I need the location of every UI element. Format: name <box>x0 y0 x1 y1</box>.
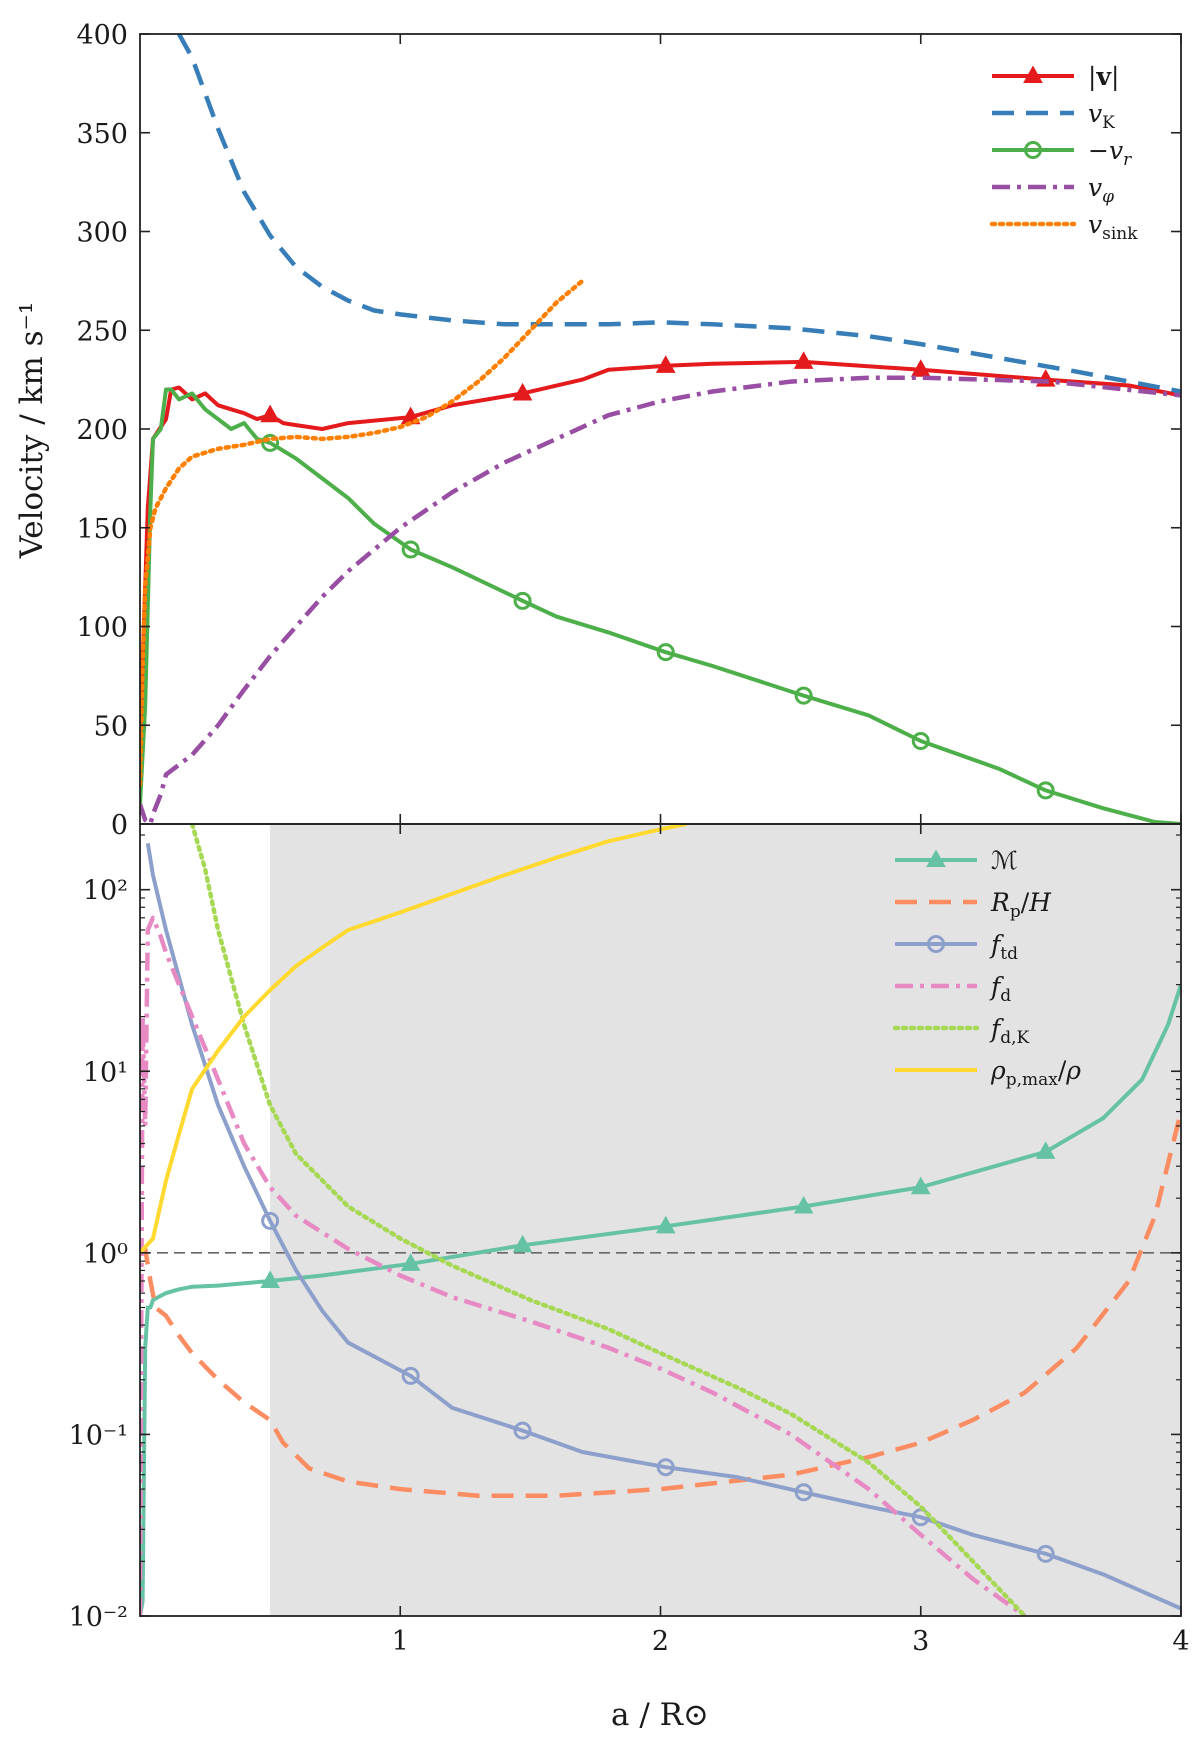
top-legend-vr-label: −vr​ <box>1088 136 1132 170</box>
top-y-tick-label: 150 <box>76 514 128 545</box>
bottom-legend-ftd-label: ftd​ <box>989 930 1018 964</box>
top-y-tick-label: 300 <box>76 218 128 249</box>
bottom-legend-fd-label: fd​ <box>989 972 1011 1006</box>
bottom-y-tick-label: 10⁰ <box>83 1239 128 1270</box>
top-y-tick-label: 250 <box>76 316 128 347</box>
bottom-y-tick-label: 10² <box>83 876 128 907</box>
bottom-legend-ftd-marker <box>927 935 945 953</box>
top-vr-marker <box>794 686 813 705</box>
bottom-series-marker <box>793 1195 814 1214</box>
bottom-y-tick-label: 10¹ <box>83 1057 128 1088</box>
bottom-x-tick-label: 1 <box>392 1626 409 1657</box>
top-v-marker <box>260 404 280 423</box>
bottom-x-tick-label: 2 <box>652 1626 669 1657</box>
top-legend-v-label: |v| <box>1088 62 1119 92</box>
top-y-tick-label: 50 <box>94 711 128 742</box>
bottom-ftd-marker <box>261 1211 280 1230</box>
bottom-ftd-marker <box>794 1483 813 1502</box>
x-axis-label: a / R⊙ <box>611 1697 709 1733</box>
top-vr-marker <box>911 732 930 751</box>
top-v-marker <box>512 382 533 401</box>
top-y-tick-label: 350 <box>76 119 128 150</box>
bottom-legend-series-label: ℳ <box>991 846 1018 875</box>
bottom-legend-fd-k-label: fd,K​ <box>989 1014 1030 1048</box>
bottom-ftd-marker <box>513 1421 532 1440</box>
bottom-ftd-marker <box>656 1458 675 1477</box>
top-vr-marker <box>1036 781 1055 800</box>
top-vr-marker <box>261 433 280 452</box>
bottom-series-marker <box>1035 1141 1056 1159</box>
top-vr-line <box>140 387 1181 824</box>
top-v-marker <box>655 355 676 373</box>
bottom-series-marker <box>910 1176 931 1195</box>
top-vr-marker <box>656 643 675 662</box>
bottom-legend-rp-h-label: Rp​/H <box>990 888 1052 922</box>
bottom-panel-ticks: 10⁻² 10⁻¹ 10⁰ 10¹ 10² 1 2 3 4 <box>69 824 1190 1657</box>
top-legend-vk-label: vK​ <box>1088 99 1115 133</box>
top-vsink-line <box>140 278 585 787</box>
top-legend-v-label: vφ​ <box>1088 173 1114 207</box>
top-legend-v-marker <box>1023 65 1043 84</box>
top-panel-ticks: 0 50 100 150 200 250 300 350 400 <box>76 20 1182 841</box>
bottom-panel-series <box>140 824 1181 1616</box>
y-axis-label: Velocity / km s⁻¹ <box>14 302 50 560</box>
bottom-series-marker <box>512 1234 533 1253</box>
bottom-series-marker <box>655 1215 676 1234</box>
bottom-ftd-marker <box>401 1366 420 1385</box>
top-y-tick-label: 400 <box>76 20 128 51</box>
bottom-series-marker <box>260 1270 280 1289</box>
top-vr-marker <box>513 591 532 610</box>
top-v-line <box>140 359 1181 775</box>
shaded-region <box>270 824 1181 1616</box>
bottom-y-tick-label: 10⁻¹ <box>69 1420 128 1451</box>
bottom-x-tick-label: 3 <box>912 1626 929 1657</box>
bottom-x-tick-label: 4 <box>1172 1626 1189 1657</box>
top-panel-series <box>140 34 1181 824</box>
bottom-fd-line <box>140 915 1027 1616</box>
top-v-marker <box>910 359 931 377</box>
bottom-legend-series-marker <box>926 849 946 868</box>
bottom-y-tick-label: 10⁻² <box>69 1602 128 1633</box>
bottom-legend-p-max-label: ρp,max​/ρ <box>990 1056 1081 1090</box>
bottom-series-marker <box>400 1253 421 1271</box>
top-legend-vsink-label: vsink​ <box>1088 210 1138 244</box>
top-y-tick-label: 0 <box>111 810 128 841</box>
top-v-line <box>140 375 1181 824</box>
bottom-series-line <box>140 983 1181 1616</box>
top-legend: |v| vK​ −vr​ vφ​ vsink​ <box>989 62 1138 244</box>
top-legend-vr-marker <box>1024 141 1042 159</box>
bottom-rp-h-line <box>140 1110 1181 1498</box>
top-y-tick-label: 100 <box>76 613 128 644</box>
bottom-legend: ℳ Rp​/H ftd​ fd​ fd,K​ ρp,max​/ρ <box>892 846 1081 1090</box>
top-vk-line <box>177 34 1181 394</box>
top-vr-marker <box>401 540 420 559</box>
bottom-p-max-line <box>140 824 687 1255</box>
bottom-ftd-marker <box>1036 1544 1055 1563</box>
top-y-tick-label: 200 <box>76 415 128 446</box>
bottom-fd-k-line <box>189 824 1028 1616</box>
top-v-marker <box>793 351 814 369</box>
